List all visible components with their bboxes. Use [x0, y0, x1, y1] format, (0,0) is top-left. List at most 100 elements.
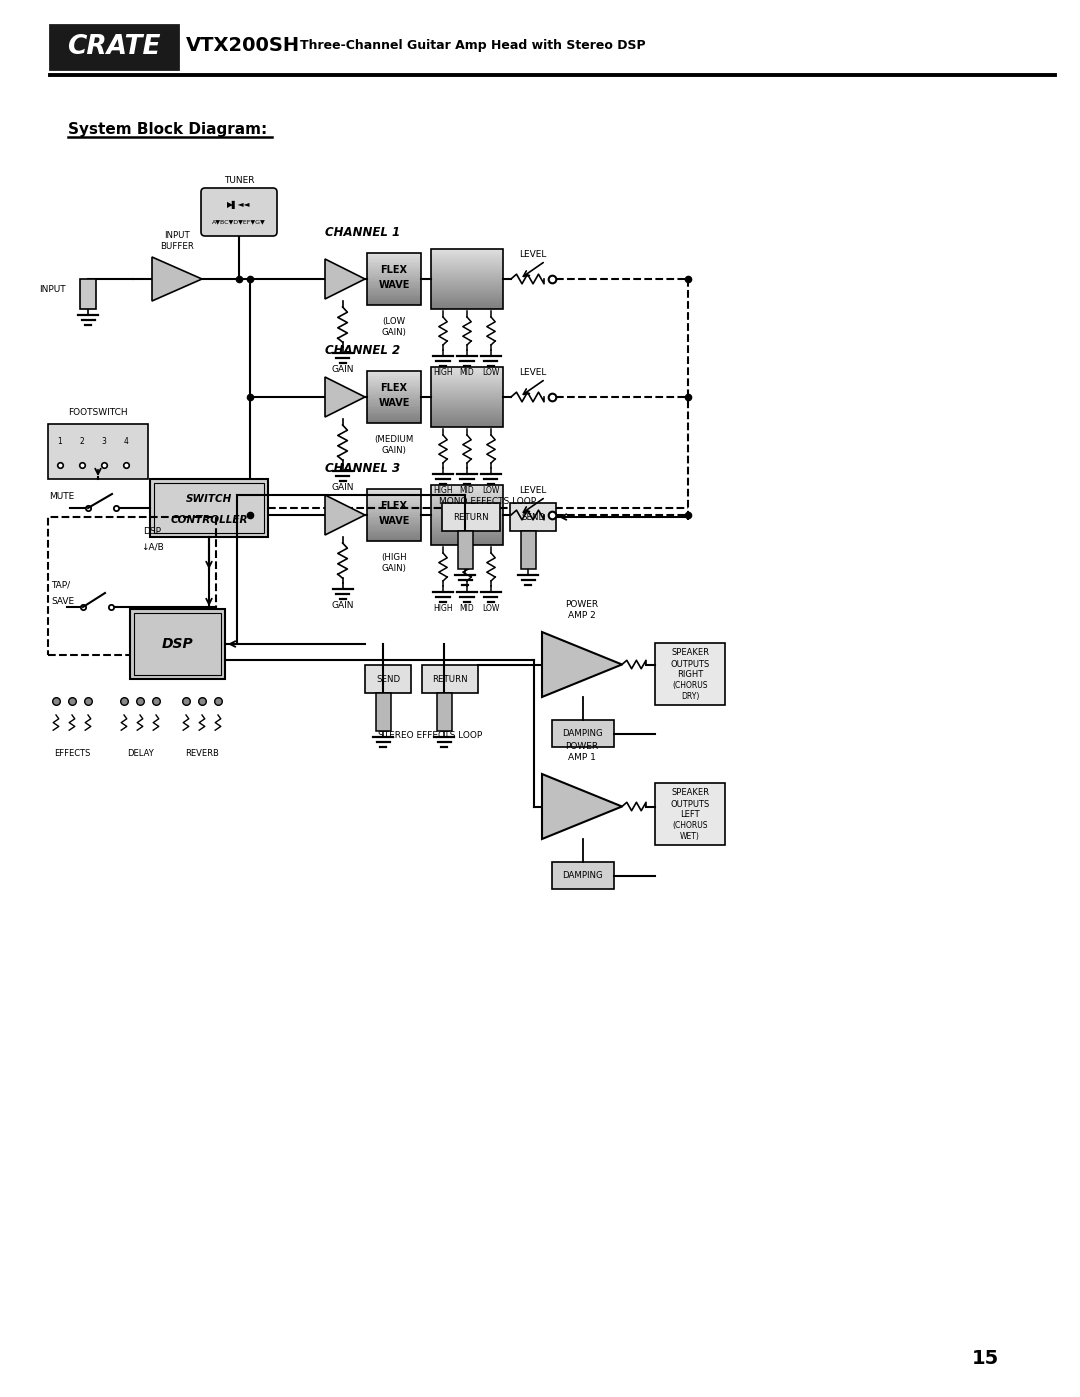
Text: TAP/: TAP/ [51, 581, 70, 590]
Bar [431, 539, 503, 541]
Bar [367, 511, 421, 513]
Bar [431, 511, 503, 513]
Bar [431, 278, 503, 281]
Bar [367, 507, 421, 510]
Bar [431, 391, 503, 393]
Bar [431, 517, 503, 520]
Polygon shape [325, 377, 365, 416]
Bar [367, 272, 421, 274]
Bar [431, 383, 503, 386]
Bar [367, 407, 421, 409]
Bar [431, 379, 503, 381]
Bar [367, 377, 421, 380]
Bar [431, 500, 503, 503]
Bar [367, 525, 421, 527]
Bar [431, 373, 503, 374]
Bar [431, 532, 503, 535]
Bar [431, 531, 503, 534]
Bar [431, 425, 503, 427]
Text: DSP: DSP [162, 637, 193, 651]
Bar [431, 249, 503, 251]
Bar [431, 384, 503, 387]
Text: LEVEL: LEVEL [518, 250, 546, 258]
Text: (MEDIUM
GAIN): (MEDIUM GAIN) [375, 436, 414, 454]
Bar [367, 489, 421, 541]
Bar [431, 507, 503, 509]
Bar [367, 538, 421, 539]
Bar [431, 528, 503, 531]
Bar [367, 503, 421, 504]
Bar [367, 277, 421, 279]
Bar [431, 398, 503, 401]
Bar [431, 271, 503, 272]
Bar [431, 296, 503, 299]
Bar [431, 261, 503, 263]
Bar [367, 521, 421, 524]
Bar [367, 539, 421, 541]
Bar [367, 517, 421, 518]
Text: HIGH: HIGH [433, 486, 453, 495]
Bar [431, 293, 503, 295]
Text: System Block Diagram:: System Block Diagram: [68, 122, 267, 137]
Text: GAIN: GAIN [332, 601, 354, 609]
Bar [367, 299, 421, 302]
Bar [367, 380, 421, 381]
Bar [367, 527, 421, 529]
Bar [431, 536, 503, 539]
Text: SPEAKER: SPEAKER [671, 648, 708, 658]
Bar [367, 295, 421, 296]
Bar [130, 609, 225, 679]
Bar [431, 295, 503, 298]
Bar [367, 278, 421, 281]
Text: TUNER: TUNER [224, 176, 254, 184]
Text: A▼BC▼D▼EF▼G▼: A▼BC▼D▼EF▼G▼ [212, 219, 266, 225]
Bar [431, 267, 503, 270]
Text: CRATE: CRATE [67, 34, 161, 60]
Bar [367, 253, 421, 254]
Text: POWER
AMP 2: POWER AMP 2 [566, 601, 598, 620]
Bar [367, 419, 421, 422]
Bar [376, 693, 391, 731]
Bar [367, 502, 421, 503]
Bar [367, 270, 421, 272]
Bar [431, 493, 503, 495]
Text: STEREO EFFECTS LOOP: STEREO EFFECTS LOOP [378, 731, 482, 739]
Text: CHANNEL 3: CHANNEL 3 [325, 462, 400, 475]
Bar [431, 518, 503, 521]
Text: FLEX: FLEX [380, 264, 407, 275]
Text: REVERB: REVERB [185, 749, 219, 757]
Bar [367, 388, 421, 390]
Bar [367, 497, 421, 499]
Bar [367, 397, 421, 398]
Bar [431, 412, 503, 415]
Text: SPEAKER: SPEAKER [671, 788, 708, 798]
Bar [431, 388, 503, 391]
Bar [367, 281, 421, 282]
Bar [367, 253, 421, 305]
Text: 1: 1 [57, 436, 63, 446]
Bar [367, 256, 421, 258]
Text: LOW: LOW [483, 604, 500, 612]
Bar [431, 489, 503, 490]
Text: ▶▌◄◄: ▶▌◄◄ [227, 200, 251, 208]
Bar [367, 292, 421, 295]
Text: MID: MID [460, 367, 474, 377]
Bar [367, 405, 421, 408]
Text: FLEX: FLEX [380, 500, 407, 511]
Bar [431, 264, 503, 267]
Text: WAVE: WAVE [378, 398, 409, 408]
Bar [367, 404, 421, 405]
Bar [367, 391, 421, 394]
Bar [521, 531, 536, 569]
Bar [431, 504, 503, 507]
Bar [431, 497, 503, 499]
Bar [134, 613, 221, 675]
Bar [367, 387, 421, 388]
Bar [367, 296, 421, 298]
Bar [367, 412, 421, 415]
Text: POWER
AMP 1: POWER AMP 1 [566, 742, 598, 761]
Bar [367, 384, 421, 387]
Bar [367, 274, 421, 275]
Polygon shape [152, 257, 202, 300]
Bar [431, 300, 503, 303]
